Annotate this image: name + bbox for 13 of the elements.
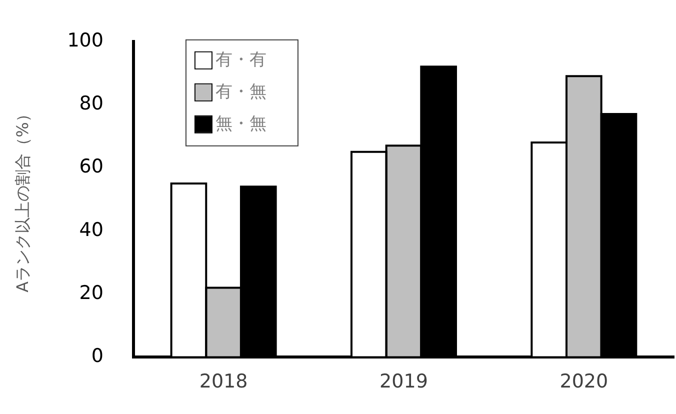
x-tick-label: 2020 [560,370,608,393]
x-tick-label: 2018 [199,370,248,393]
legend-label: 無・無 [215,114,266,134]
y-tick-label: 20 [79,282,104,304]
y-tick-label: 80 [79,92,104,114]
y-tick-label: 0 [91,345,104,368]
y-tick-label: 40 [79,218,104,241]
legend-label: 有・無 [215,82,266,102]
y-axis-title: Aランク以上の割合（%） [12,106,32,292]
y-tick-label: 60 [79,156,104,178]
x-tick-label: 2019 [380,370,428,393]
y-tick-label: 100 [67,29,104,52]
legend-label: 有・有 [215,50,266,70]
